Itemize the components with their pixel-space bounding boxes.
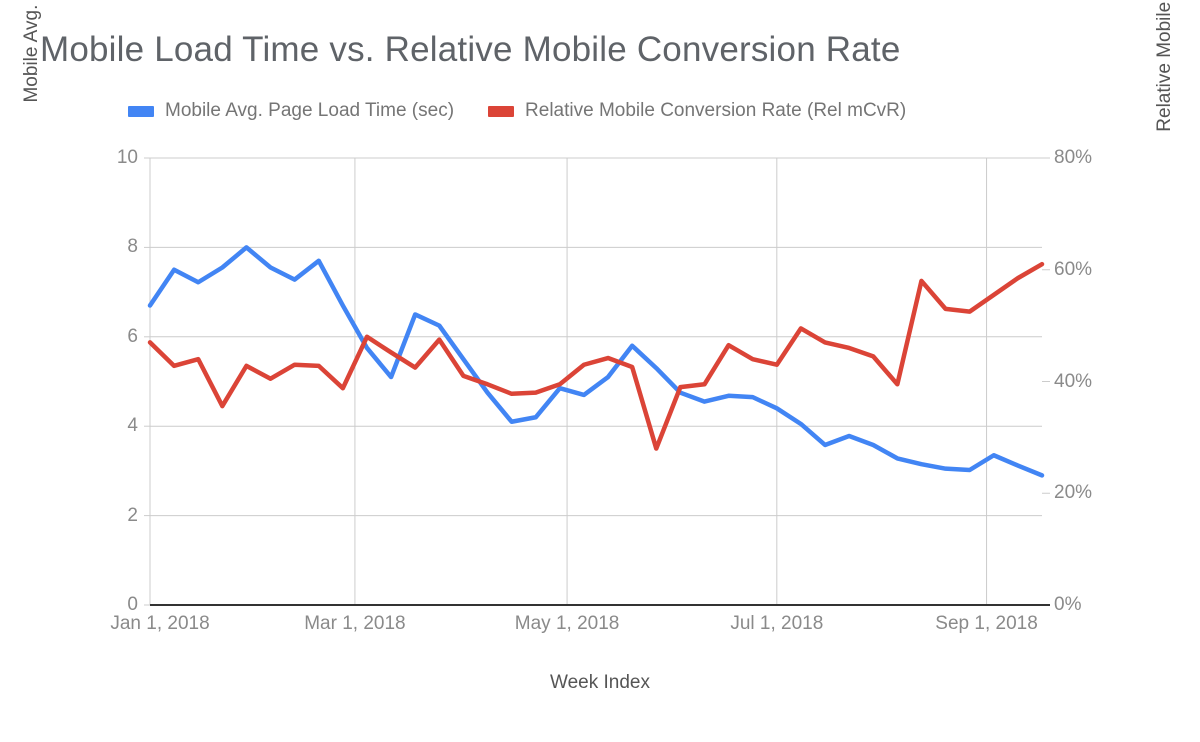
x-tick-label: May 1, 2018	[514, 613, 620, 634]
series-line-load-time	[147, 245, 1045, 478]
legend-label-load-time: Mobile Avg. Page Load Time (sec)	[165, 100, 455, 121]
y-tick-label-left: 0	[127, 594, 138, 615]
y-tick-label-left: 4	[127, 415, 138, 437]
y-axis-left-title: Mobile Avg. Page Load Time (sec)	[18, 0, 46, 183]
x-tick-label: Sep 1, 2018	[935, 613, 1038, 634]
y-tick-label-right: 60%	[1054, 258, 1093, 280]
legend-swatch-red	[488, 105, 515, 117]
x-tick-label: Jan 1, 2018	[110, 613, 210, 634]
y-tick-label-right: 40%	[1054, 370, 1093, 392]
chart-title: Mobile Load Time vs. Relative Mobile Con…	[40, 30, 901, 69]
legend-item-load-time[interactable]: Mobile Avg. Page Load Time (sec)	[128, 100, 454, 122]
y-tick-label-left: 6	[127, 325, 138, 347]
legend-swatch-blue	[128, 105, 154, 117]
y-axis-right-title: Relative Mobile Conversion Rate (mCvR)	[1151, 0, 1179, 183]
legend-label-conversion-rate: Relative Mobile Conversion Rate (Rel mCv…	[525, 100, 907, 121]
series-line-conversion-rate	[147, 261, 1045, 451]
legend-item-conversion-rate[interactable]: Relative Mobile Conversion Rate (Rel mCv…	[488, 100, 906, 122]
y-tick-label-right: 20%	[1054, 482, 1093, 504]
y-tick-label-right: 80%	[1054, 147, 1093, 168]
y-tick-label-left: 2	[127, 504, 138, 526]
y-tick-label-right: 0%	[1054, 594, 1082, 615]
y-tick-label-left: 10	[116, 147, 138, 168]
chart-legend: Mobile Avg. Page Load Time (sec) Relativ…	[128, 100, 906, 122]
x-axis-title: Week Index	[550, 672, 650, 693]
x-tick-label: Jul 1, 2018	[730, 613, 824, 634]
x-tick-label: Mar 1, 2018	[304, 613, 406, 634]
y-tick-label-left: 8	[127, 236, 138, 258]
